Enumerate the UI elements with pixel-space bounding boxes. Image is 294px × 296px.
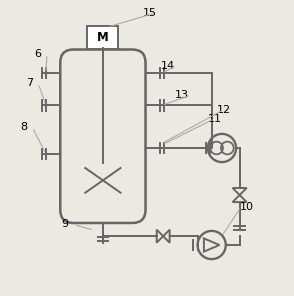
Text: 11: 11 bbox=[208, 114, 222, 124]
Text: 6: 6 bbox=[35, 49, 42, 59]
Text: 10: 10 bbox=[240, 202, 254, 212]
Text: 9: 9 bbox=[61, 219, 68, 229]
FancyBboxPatch shape bbox=[87, 26, 118, 49]
Text: 14: 14 bbox=[161, 61, 175, 71]
Text: 8: 8 bbox=[20, 123, 27, 132]
Text: M: M bbox=[97, 31, 109, 44]
Text: 7: 7 bbox=[26, 78, 33, 88]
Text: 15: 15 bbox=[143, 8, 157, 18]
Text: 13: 13 bbox=[175, 90, 189, 100]
Text: 12: 12 bbox=[216, 105, 230, 115]
